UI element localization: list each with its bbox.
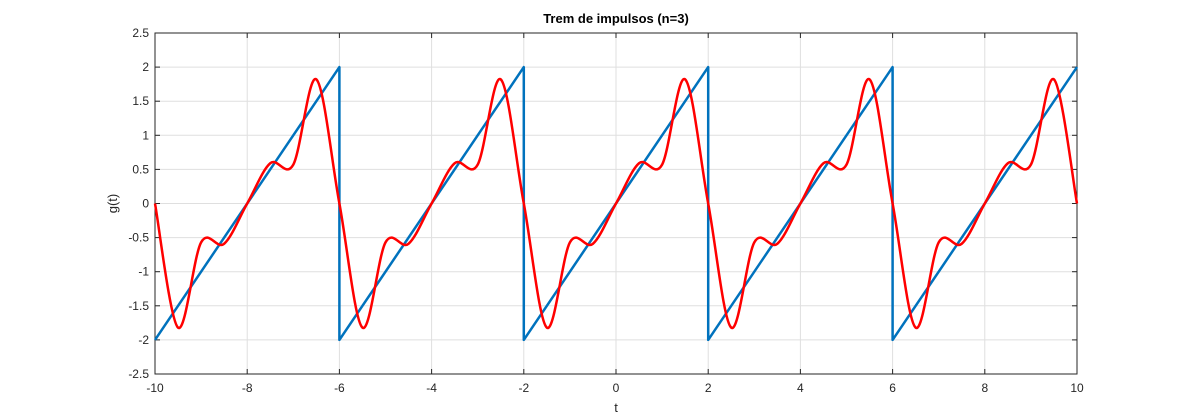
ticks: -10 -8 -6 -4 -2 0 2 4 6 8 10 -2.5 -2 -1.5 -1 -0.5 0 0.5 1 1… <box>128 26 1084 395</box>
x-tick-label: 10 <box>1070 381 1084 395</box>
x-tick-label: 6 <box>889 381 896 395</box>
y-tick-label: 2 <box>142 60 149 74</box>
y-tick-label: -2 <box>138 333 149 347</box>
y-tick-label: -2.5 <box>128 367 149 381</box>
chart-title: Trem de impulsos (n=3) <box>543 11 689 26</box>
x-tick-label: 2 <box>705 381 712 395</box>
x-tick-label: -4 <box>426 381 437 395</box>
y-tick-label: 1.5 <box>132 94 149 108</box>
x-tick-label: -10 <box>146 381 164 395</box>
y-tick-label: -0.5 <box>128 231 149 245</box>
x-axis-label: t <box>614 400 618 415</box>
y-axis-label: g(t) <box>105 194 120 214</box>
fourier-approximation-line <box>153 78 1079 329</box>
x-tick-label: 4 <box>797 381 804 395</box>
series <box>153 65 1079 342</box>
x-tick-label: -8 <box>242 381 253 395</box>
x-tick-label: 0 <box>613 381 620 395</box>
y-tick-label: 2.5 <box>132 26 149 40</box>
y-tick-label: -1.5 <box>128 299 149 313</box>
x-tick-label: -6 <box>334 381 345 395</box>
y-tick-label: 0.5 <box>132 162 149 176</box>
y-tick-label: 1 <box>142 128 149 142</box>
y-tick-label: 0 <box>142 197 149 211</box>
x-tick-label: 8 <box>981 381 988 395</box>
y-tick-label: -1 <box>138 265 149 279</box>
x-tick-label: -2 <box>518 381 529 395</box>
